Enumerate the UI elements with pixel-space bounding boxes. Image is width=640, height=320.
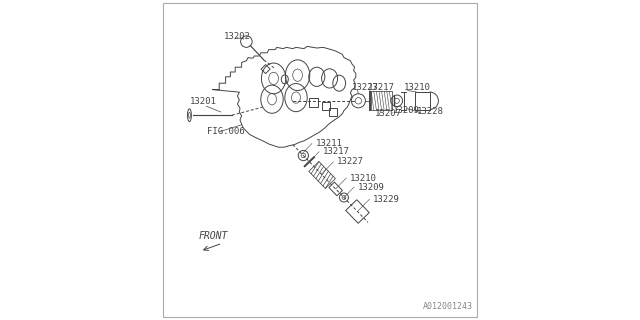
Bar [371,91,392,110]
Text: 13211: 13211 [316,139,342,148]
Text: 13227: 13227 [337,157,364,166]
Text: 13209: 13209 [393,106,419,115]
Text: 13210: 13210 [350,173,377,182]
Text: 13207: 13207 [375,109,402,118]
Bar [323,102,330,109]
Text: 13210: 13210 [404,83,431,92]
Text: 13228: 13228 [417,107,444,116]
Bar [261,65,270,74]
Bar [329,108,337,116]
Text: 13202: 13202 [224,32,251,41]
Text: 13227: 13227 [352,83,379,92]
Text: FRONT: FRONT [198,231,227,241]
Text: 13229: 13229 [373,195,400,204]
Text: 13217: 13217 [323,147,350,156]
Text: FIG.006: FIG.006 [207,127,245,136]
Text: 13217: 13217 [367,83,394,92]
Text: 13209: 13209 [358,182,385,191]
Text: 13201: 13201 [189,97,216,106]
Text: A012001243: A012001243 [423,302,473,311]
Bar [415,92,429,109]
Bar [308,98,319,107]
